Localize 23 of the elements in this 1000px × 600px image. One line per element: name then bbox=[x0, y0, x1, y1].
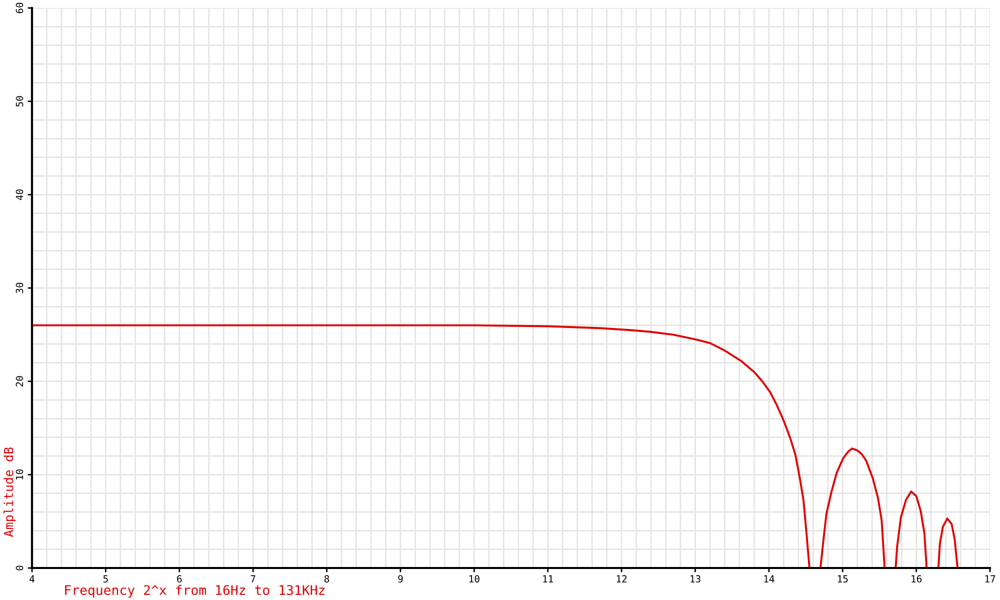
x-tick-label: 17 bbox=[985, 575, 996, 582]
y-tick-label: 10 bbox=[16, 469, 24, 480]
x-axis-title: Frequency 2^x from 16Hz to 131KHz bbox=[65, 584, 325, 598]
x-tick-label: 9 bbox=[398, 575, 403, 583]
y-tick-label: 20 bbox=[16, 376, 24, 386]
x-tick-label: 8 bbox=[324, 575, 330, 583]
x-tick-label: 6 bbox=[177, 575, 182, 583]
y-tick-label: 30 bbox=[16, 282, 24, 294]
x-tick-label: 11 bbox=[543, 575, 554, 582]
x-tick-label: 5 bbox=[103, 575, 108, 583]
x-tick-label: 13 bbox=[690, 575, 700, 583]
y-tick-label: 50 bbox=[16, 96, 24, 107]
x-tick-label: 16 bbox=[912, 575, 922, 583]
y-tick-label: 60 bbox=[16, 2, 24, 14]
x-tick-label: 14 bbox=[764, 575, 774, 582]
y-axis-title: Amplitude dB bbox=[4, 447, 16, 537]
y-tick-label: 0 bbox=[16, 566, 24, 570]
x-tick-label: 7 bbox=[250, 575, 256, 582]
x-tick-label: 10 bbox=[469, 575, 480, 583]
x-tick-label: 12 bbox=[616, 575, 627, 582]
y-tick-label: 40 bbox=[16, 189, 24, 200]
x-tick-label: 4 bbox=[30, 575, 34, 582]
x-tick-label: 15 bbox=[838, 575, 848, 583]
